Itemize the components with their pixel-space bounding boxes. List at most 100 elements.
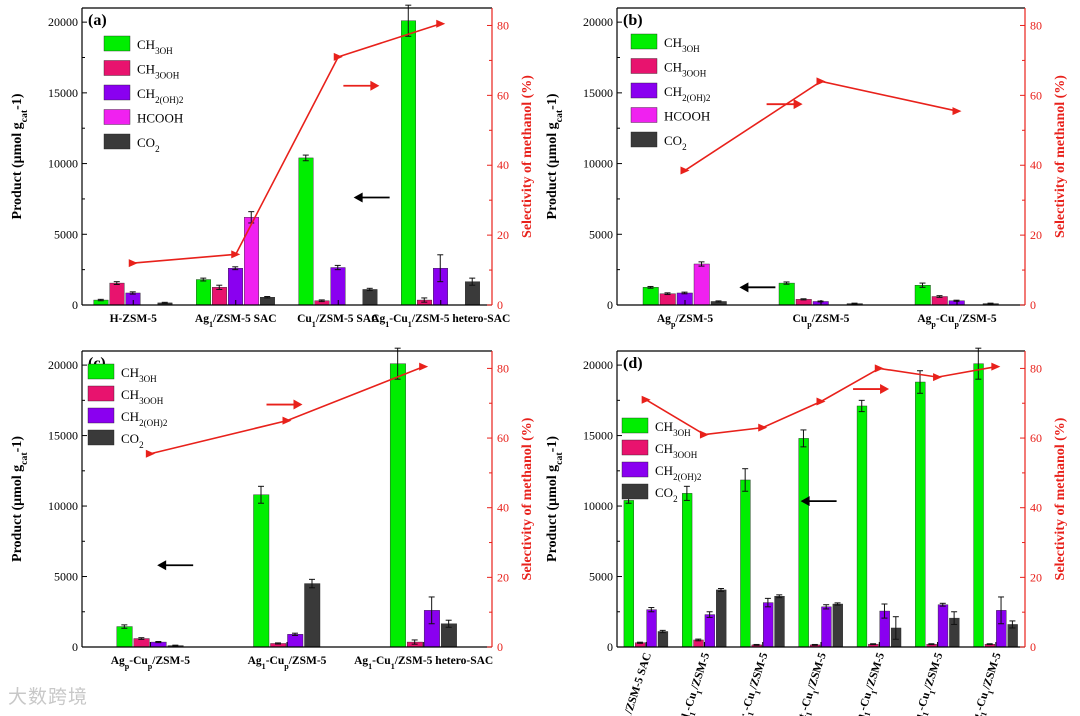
y2-tick-label: 40 (497, 501, 509, 515)
y2-tick-label: 0 (497, 640, 503, 654)
text-part: CH (664, 60, 682, 75)
chart-panel: 05000100001500020000020406080Agp-Cup/ZSM… (10, 347, 535, 671)
bar (693, 263, 710, 306)
legend-swatch (630, 58, 658, 74)
y-axis-title: Product (μmol gcat-1) (10, 436, 30, 562)
y2-tick-label: 60 (1030, 431, 1042, 445)
y2-axis-title: Selectivity of methanol (%) (520, 75, 535, 238)
y2-axis-title-group: Selectivity of methanol (%) (520, 417, 535, 580)
text-script: cat (19, 109, 30, 122)
x-tick-label: Pd1-Cu1/ZSM-5 (677, 651, 716, 716)
legend-swatch (103, 60, 131, 76)
text-script: 1 (979, 711, 989, 716)
text-part: HCOOH (664, 109, 710, 124)
text-part: -1) (545, 93, 560, 110)
text-part: CH (121, 387, 139, 402)
x-tick-label: Agp-Cup/ZSM-5 (111, 655, 191, 671)
text-script: 2(OH) (155, 95, 179, 105)
text-part: /ZSM-5 hetero-SAC (394, 655, 494, 667)
bar (832, 603, 843, 648)
text-part: /ZSM-5 SAC (623, 651, 654, 716)
y2-tick-label: 20 (1030, 570, 1042, 584)
text-script: p (148, 662, 153, 671)
text-part: /ZSM-5 (288, 655, 327, 667)
legend-label: HCOOH (664, 109, 710, 124)
text-part: -Cu (741, 690, 758, 712)
text-part: CH (664, 84, 682, 99)
legend-swatch (621, 417, 649, 434)
y2-tick-label: 60 (1030, 88, 1042, 102)
text-script: p (671, 320, 676, 329)
bar (915, 381, 926, 648)
text-part: /ZSM-5 (689, 651, 712, 692)
text-part: CO (655, 485, 673, 500)
text-part: Cu (793, 313, 808, 325)
y-tick-label: 15000 (48, 429, 78, 443)
legend-swatch (630, 107, 658, 123)
text-part: -1) (10, 93, 25, 110)
selectivity-marker (641, 395, 651, 404)
y-tick-label: 10000 (48, 499, 78, 513)
text-script: 1 (745, 711, 755, 716)
text-script: 1 (811, 689, 821, 696)
y2-axis-title: Selectivity of methanol (%) (1053, 75, 1068, 238)
y-tick-label: 5000 (54, 570, 78, 584)
text-script: 1 (262, 662, 266, 671)
arrow-right-head (793, 99, 803, 110)
legend-swatch (103, 133, 131, 150)
text-script: 1 (408, 320, 412, 329)
bar (937, 604, 949, 648)
text-script: 3OOH (673, 450, 698, 460)
selectivity-marker (991, 362, 1001, 371)
text-script: cat (554, 109, 565, 122)
text-script: 1 (862, 711, 872, 716)
bar (401, 20, 416, 306)
bar (362, 289, 378, 306)
bar (973, 363, 984, 648)
text-part: CH (137, 86, 155, 101)
text-script: 2 (155, 144, 160, 154)
y-tick-label: 10000 (583, 499, 613, 513)
x-tick-label: Rh1-Cu1/ZSM-5 (851, 651, 890, 716)
legend-swatch (87, 385, 115, 402)
text-script: 1 (986, 689, 996, 696)
selectivity-marker (419, 362, 429, 371)
text-part: /ZSM-5 (980, 651, 1003, 692)
x-tick-label: Ag1/ZSM-5 SAC (195, 313, 277, 329)
text-part: Product (μmol g (545, 122, 560, 219)
text-script: 1 (752, 689, 762, 696)
text-part: CH (655, 419, 673, 434)
selectivity-marker (282, 416, 292, 425)
y2-tick-label: 80 (497, 18, 509, 32)
y-tick-label: 20000 (48, 358, 78, 372)
text-part: CH (655, 463, 673, 478)
text-script: p (807, 320, 812, 329)
arrow-left-head (800, 496, 810, 507)
text-part: -Cu (389, 313, 408, 325)
text-part: Pd (677, 712, 693, 716)
text-part: -Cu (915, 690, 932, 712)
text-part: /ZSM-5 (958, 313, 997, 325)
text-part: CH (121, 365, 139, 380)
text-script: 2 (697, 472, 702, 482)
x-tick-label: Ir1-Cu1/ZSM-5 (736, 651, 774, 716)
y-tick-label: 10000 (48, 157, 78, 171)
selectivity-line (684, 80, 958, 172)
arrow-left-head (353, 192, 363, 203)
text-script: 1 (391, 662, 395, 671)
y-tick-label: 20000 (583, 358, 613, 372)
legend-label: CO2 (655, 485, 678, 504)
y-tick-label: 15000 (583, 86, 613, 100)
y2-tick-label: 40 (1030, 158, 1042, 172)
selectivity-marker (333, 52, 343, 61)
bar (856, 405, 868, 648)
text-part: Ag (657, 313, 671, 325)
bar (228, 268, 243, 306)
text-part: /ZSM-5 (805, 651, 828, 692)
text-part: /ZSM-5 (864, 651, 887, 692)
y2-tick-label: 60 (497, 431, 509, 445)
text-script: 1 (385, 320, 389, 329)
text-part: CH (137, 62, 155, 77)
selectivity-marker (699, 430, 709, 439)
